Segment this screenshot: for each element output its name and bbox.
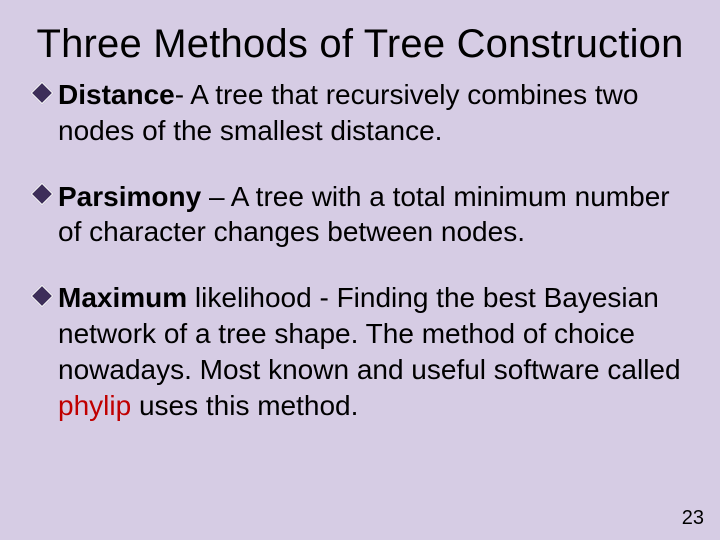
item-label: Parsimony <box>58 181 201 212</box>
slide: Three Methods of Tree Construction Dista… <box>0 0 720 540</box>
slide-body: Distance- A tree that recursively combin… <box>0 77 720 424</box>
diamond-bullet-icon <box>31 183 54 206</box>
slide-title: Three Methods of Tree Construction <box>0 0 720 77</box>
list-item: Parsimony – A tree with a total minimum … <box>34 179 692 251</box>
list-item: Distance- A tree that recursively combin… <box>34 77 692 149</box>
item-text-after: uses this method. <box>131 390 358 421</box>
list-item: Maximum likelihood - Finding the best Ba… <box>34 280 692 423</box>
diamond-bullet-icon <box>31 285 54 308</box>
item-label: Maximum <box>58 282 187 313</box>
diamond-bullet-icon <box>31 82 54 105</box>
highlight-word: phylip <box>58 390 131 421</box>
page-number: 23 <box>682 507 704 530</box>
item-label: Distance <box>58 79 175 110</box>
